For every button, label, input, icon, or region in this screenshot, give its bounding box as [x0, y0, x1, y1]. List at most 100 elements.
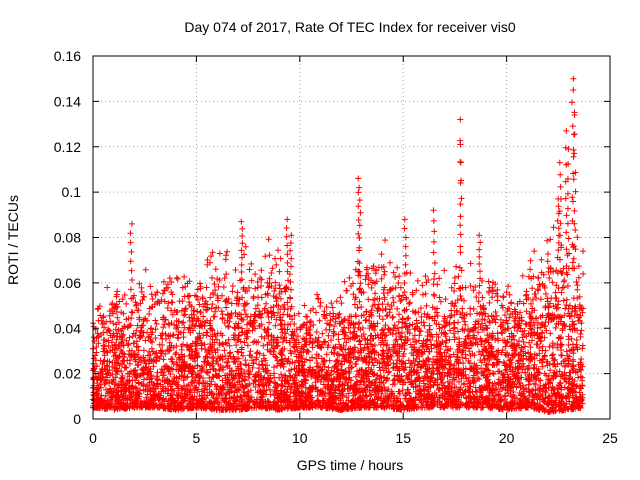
- data-point: [433, 337, 440, 344]
- data-point: [545, 304, 552, 311]
- data-point: [462, 284, 469, 291]
- data-point: [539, 363, 546, 370]
- data-point: [367, 392, 374, 399]
- data-point: [331, 323, 338, 330]
- data-point: [350, 291, 357, 298]
- data-point: [569, 259, 576, 266]
- data-point: [570, 255, 577, 262]
- data-point: [387, 259, 394, 266]
- data-point: [134, 343, 141, 350]
- data-point: [142, 266, 149, 273]
- data-point: [124, 342, 131, 349]
- data-point: [126, 360, 133, 367]
- data-point: [577, 331, 584, 338]
- data-point: [248, 260, 255, 267]
- data-point: [215, 283, 222, 290]
- data-point: [447, 313, 454, 320]
- data-point: [152, 317, 159, 324]
- data-point: [328, 300, 335, 307]
- data-point: [362, 276, 369, 283]
- data-point: [306, 319, 313, 326]
- data-point: [201, 341, 208, 348]
- data-point: [489, 370, 496, 377]
- data-point: [356, 338, 363, 345]
- data-point: [229, 283, 236, 290]
- data-point: [394, 305, 401, 312]
- data-point: [178, 346, 185, 353]
- data-point: [278, 317, 285, 324]
- data-point: [212, 395, 219, 402]
- data-point: [226, 350, 233, 357]
- data-point: [257, 282, 264, 289]
- data-point: [137, 300, 144, 307]
- data-point: [132, 377, 139, 384]
- data-point: [397, 333, 404, 340]
- data-point: [422, 290, 429, 297]
- data-point: [385, 362, 392, 369]
- data-point: [397, 334, 404, 341]
- data-point: [536, 345, 543, 352]
- data-point: [293, 326, 300, 333]
- data-point: [519, 272, 526, 279]
- data-point: [246, 284, 253, 291]
- data-point: [164, 304, 171, 311]
- data-point: [434, 312, 441, 319]
- data-point: [152, 334, 159, 341]
- data-point: [473, 336, 480, 343]
- data-point: [552, 324, 559, 331]
- data-point: [142, 337, 149, 344]
- data-point: [104, 284, 111, 291]
- data-point: [291, 348, 298, 355]
- data-point: [242, 357, 249, 364]
- data-point: [310, 321, 317, 328]
- data-point: [346, 274, 353, 281]
- data-point: [280, 311, 287, 318]
- data-point: [565, 336, 572, 343]
- data-point: [314, 360, 321, 367]
- data-point: [520, 300, 527, 307]
- data-point: [426, 314, 433, 321]
- data-point: [286, 312, 293, 319]
- data-point: [235, 349, 242, 356]
- data-point: [451, 274, 458, 281]
- data-point: [266, 252, 273, 259]
- data-point: [566, 398, 573, 405]
- data-point: [538, 256, 545, 263]
- data-point: [313, 329, 320, 336]
- data-point: [319, 330, 326, 337]
- data-point: [470, 305, 477, 312]
- data-point: [326, 357, 333, 364]
- data-point: [527, 257, 534, 264]
- data-point: [451, 280, 458, 287]
- data-point: [202, 307, 209, 314]
- data-point: [564, 282, 571, 289]
- data-point: [361, 344, 368, 351]
- data-point: [207, 294, 214, 301]
- data-point: [304, 371, 311, 378]
- data-point: [119, 296, 126, 303]
- data-point: [457, 292, 464, 299]
- data-point: [547, 300, 554, 307]
- data-point: [578, 327, 585, 334]
- data-point: [558, 341, 565, 348]
- data-point: [516, 380, 523, 387]
- data-point: [368, 284, 375, 291]
- data-point: [442, 322, 449, 329]
- data-point: [223, 252, 230, 259]
- data-point: [269, 265, 276, 272]
- data-point: [343, 339, 350, 346]
- data-point: [174, 275, 181, 282]
- data-point: [502, 343, 509, 350]
- data-point: [160, 324, 167, 331]
- data-point: [314, 291, 321, 298]
- data-point: [114, 288, 121, 295]
- data-point: [216, 250, 223, 257]
- data-point: [536, 357, 543, 364]
- data-point: [348, 364, 355, 371]
- data-point: [254, 279, 261, 286]
- data-point: [148, 291, 155, 298]
- data-point: [467, 389, 474, 396]
- data-point: [423, 302, 430, 309]
- data-point: [527, 344, 534, 351]
- data-point: [462, 321, 469, 328]
